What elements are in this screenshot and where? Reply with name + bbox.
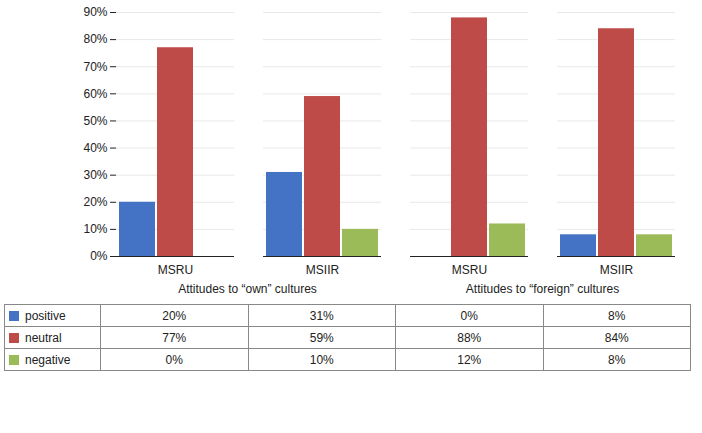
html-text:negative: negative [25, 352, 71, 367]
html-text:0%: 0% [165, 352, 183, 367]
svg-text:10%: 10% [83, 222, 107, 236]
html-text:31%: 31% [309, 308, 334, 323]
svg-text:30%: 30% [83, 168, 107, 182]
html-text:10%: 10% [309, 352, 334, 367]
html-text:Attitudes to “own” cultures: Attitudes to “own” cultures [178, 282, 317, 296]
svg-text:20%: 20% [83, 195, 107, 209]
html-text:0%: 0% [460, 308, 478, 323]
html-text:20%: 20% [162, 308, 187, 323]
html-text:59%: 59% [309, 330, 334, 345]
html-text:88%: 88% [457, 330, 482, 345]
html-text:8%: 8% [608, 308, 626, 323]
svg-text:0%: 0% [90, 249, 108, 263]
svg-text:MSIIR: MSIIR [600, 263, 634, 277]
html-text:Attitudes to “foreign” culture: Attitudes to “foreign” cultures [465, 282, 620, 296]
svg-text:50%: 50% [83, 114, 107, 128]
svg-text:90%: 90% [83, 5, 107, 19]
html-text:84%: 84% [604, 330, 629, 345]
svg-text:MSRU: MSRU [158, 263, 193, 277]
html-text:12%: 12% [457, 352, 482, 367]
svg-text:70%: 70% [83, 60, 107, 74]
html-text:77%: 77% [162, 330, 187, 345]
html-text:8%: 8% [608, 352, 626, 367]
svg-text:80%: 80% [83, 32, 107, 46]
svg-text:MSRU: MSRU [452, 263, 487, 277]
html-text:neutral: neutral [25, 330, 62, 345]
html-text:positive: positive [25, 308, 66, 323]
svg-text:60%: 60% [83, 87, 107, 101]
svg-text:40%: 40% [83, 141, 107, 155]
svg-text:MSIIR: MSIIR [306, 263, 340, 277]
